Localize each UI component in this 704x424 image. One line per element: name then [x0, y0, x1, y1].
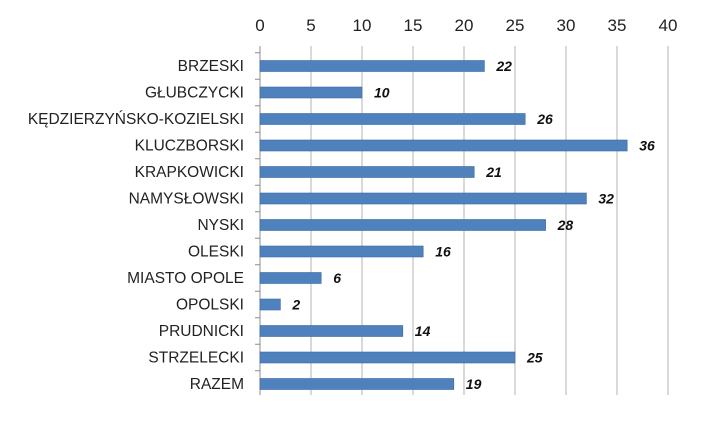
bar	[259, 298, 281, 311]
data-labels: 22 10 26 36 21 32 28 16 6 2 14 25 19	[291, 58, 655, 392]
data-label: 21	[485, 164, 502, 180]
x-tick-label: 5	[306, 16, 315, 35]
data-label: 10	[374, 85, 390, 101]
data-label: 36	[639, 138, 655, 154]
category-label: STRZELECKI	[148, 350, 244, 367]
category-labels: BRZESKI GŁUBCZYCKI KĘDZIERZYŃSKO-KOZIELSKI…	[28, 58, 244, 393]
category-label: KLUCZBORSKI	[135, 138, 244, 155]
category-label: NYSKI	[197, 217, 244, 234]
bar	[259, 166, 475, 178]
data-label: 25	[526, 350, 543, 366]
category-label: OPOLSKI	[176, 297, 244, 314]
data-label: 6	[333, 270, 341, 286]
data-label: 2	[291, 297, 300, 313]
bar	[259, 378, 455, 390]
bar	[259, 272, 322, 284]
data-label: 19	[466, 376, 482, 392]
category-label: GŁUBCZYCKI	[145, 85, 244, 102]
category-label: BRZESKI	[178, 58, 244, 75]
x-tick-label: 40	[659, 16, 678, 35]
category-label: KĘDZIERZYŃSKO-KOZIELSKI	[28, 111, 244, 128]
category-label: NAMYSŁOWSKI	[129, 191, 244, 208]
x-tick-label: 10	[353, 16, 372, 35]
data-label: 16	[435, 244, 451, 260]
x-axis-ticks: 0 5 10 15 20 25 30 35 40	[255, 16, 677, 35]
category-label: OLESKI	[188, 244, 244, 261]
x-tick-label: 15	[404, 16, 423, 35]
data-label: 26	[536, 111, 553, 127]
bar	[259, 139, 628, 152]
bar	[259, 245, 424, 258]
bar	[259, 86, 363, 99]
x-tick-label: 0	[255, 16, 264, 35]
bar	[259, 325, 404, 337]
data-label: 28	[557, 217, 574, 233]
category-label: MIASTO OPOLE	[127, 270, 244, 287]
bar	[259, 192, 587, 205]
x-tick-label: 35	[608, 16, 627, 35]
data-label: 22	[495, 58, 512, 74]
bar	[259, 351, 516, 364]
bar	[259, 113, 526, 125]
bars	[259, 60, 628, 390]
bar	[259, 219, 546, 231]
category-label: KRAPKOWICKI	[135, 164, 244, 181]
x-tick-label: 30	[557, 16, 576, 35]
data-label: 14	[415, 323, 431, 339]
category-label: RAZEM	[190, 376, 244, 393]
x-tick-label: 20	[455, 16, 474, 35]
bar	[259, 60, 485, 72]
data-label: 32	[598, 191, 614, 207]
x-tick-label: 25	[506, 16, 525, 35]
category-label: PRUDNICKI	[159, 323, 244, 340]
